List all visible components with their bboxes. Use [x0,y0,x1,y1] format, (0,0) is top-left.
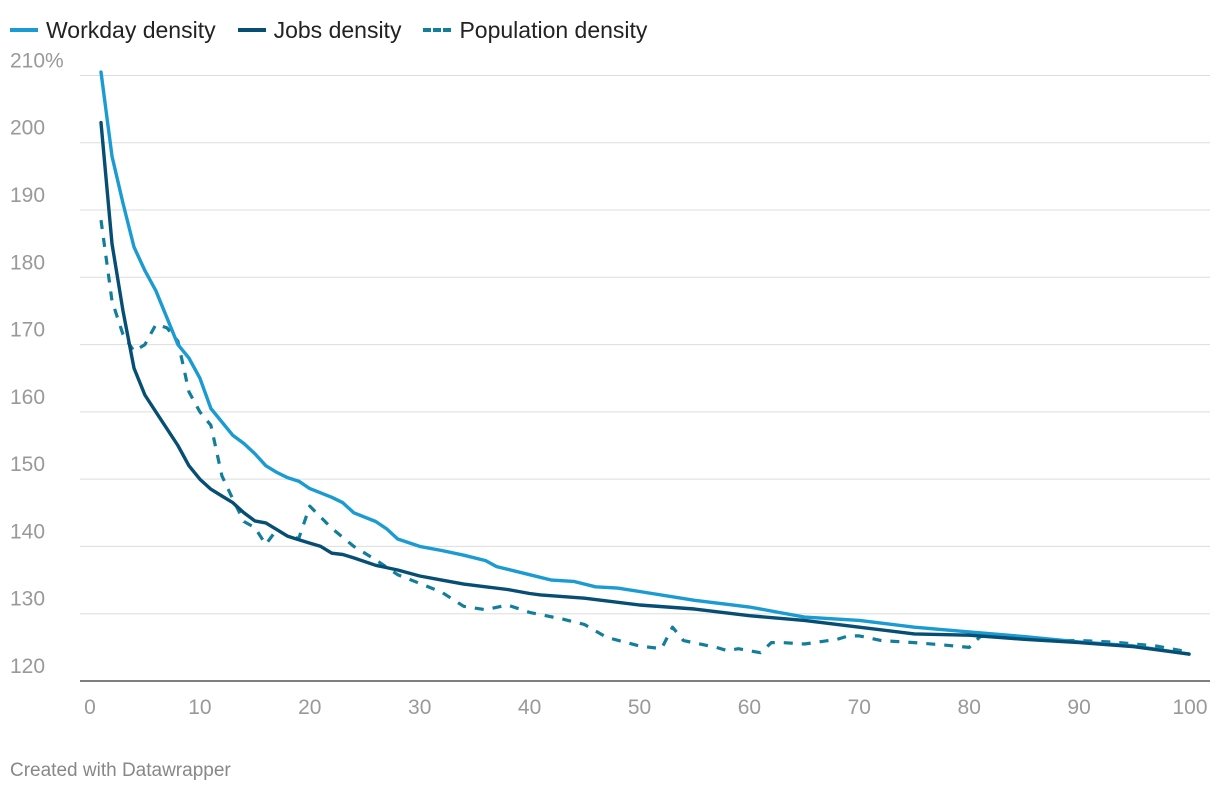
y-axis: 120 130 140 150 160 170 180 190 200 210% [10,49,64,678]
y-tick-label: 120 [10,655,45,678]
y-tick-label: 190 [10,184,45,207]
series-lines [99,70,1191,656]
x-tick-label: 10 [188,696,211,719]
legend-swatch-population [423,28,452,32]
legend-label-workday: Workday density [46,16,216,43]
legend-item-jobs: Jobs density [237,16,402,44]
y-tick-label: 140 [10,520,45,543]
x-tick-label: 40 [518,696,541,719]
x-axis: 0 10 20 30 40 50 60 70 80 90 100 [84,696,1207,719]
series-line-workday-density [99,70,1191,656]
x-tick-label: 50 [628,696,651,719]
x-tick-label: 20 [298,696,321,719]
y-tick-label: 200 [10,117,45,140]
y-tick-label: 130 [10,588,45,611]
x-tick-label: 90 [1067,696,1090,719]
legend: Workday density Jobs density Population … [10,14,647,46]
legend-swatch-workday [10,28,38,32]
y-tick-label: 180 [10,251,45,274]
y-tick-label: 160 [10,386,45,409]
x-tick-label: 80 [958,696,981,719]
legend-swatch-jobs [237,28,266,32]
x-tick-label: 70 [848,696,871,719]
x-tick-label: 100 [1172,696,1207,719]
x-tick-label: 30 [408,696,431,719]
legend-label-population: Population density [459,16,648,43]
series-line-population-density [99,219,1190,655]
y-tick-label: 150 [10,453,45,476]
grid-lines [80,74,1210,682]
credit-text: Created with Datawrapper [10,760,231,781]
y-tick-label: 170 [10,319,45,342]
legend-label-jobs: Jobs density [273,16,402,43]
x-tick-label: 0 [84,696,96,719]
series-line-jobs-density [99,120,1191,656]
legend-item-workday: Workday density [10,17,216,44]
legend-item-population: Population density [423,17,647,44]
x-tick-label: 60 [738,696,761,719]
y-tick-label: 210% [10,49,64,72]
